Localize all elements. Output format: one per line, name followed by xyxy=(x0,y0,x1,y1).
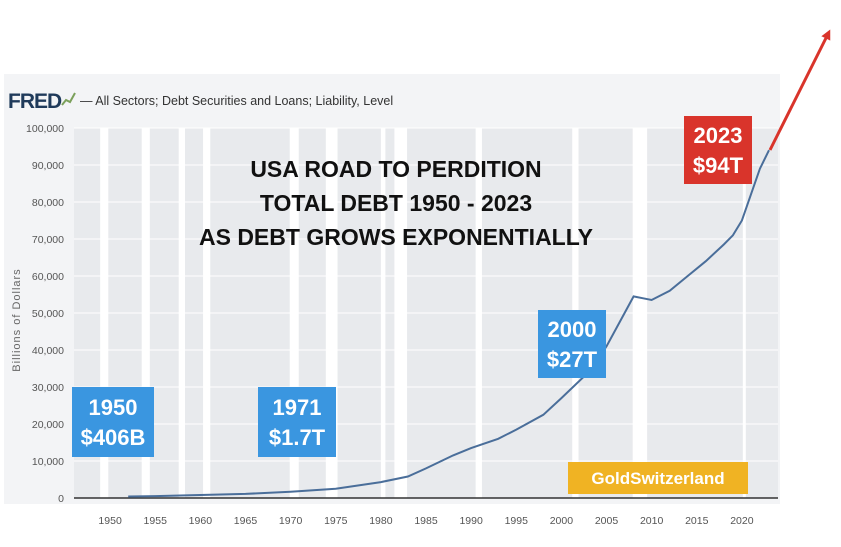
callout-2023-year: 2023 xyxy=(694,123,743,148)
callout-2000-year: 2000 xyxy=(548,317,597,342)
x-tick-label: 1985 xyxy=(414,515,438,527)
y-tick-label: 30,000 xyxy=(32,382,64,394)
callout-2023-value: $94T xyxy=(693,153,744,178)
brand-badge: GoldSwitzerland xyxy=(568,462,748,494)
x-tick-label: 2005 xyxy=(595,515,619,527)
y-tick-label: 40,000 xyxy=(32,345,64,357)
callout-2000-value: $27T xyxy=(547,347,598,372)
callout-1971: 1971 $1.7T xyxy=(258,387,336,457)
x-tick-label: 1960 xyxy=(189,515,213,527)
brand-label: GoldSwitzerland xyxy=(591,469,724,488)
headline-line-1: USA ROAD TO PERDITION xyxy=(250,156,541,182)
x-tick-label: 1975 xyxy=(324,515,348,527)
y-tick-label: 0 xyxy=(58,493,64,505)
x-tick-label: 2015 xyxy=(685,515,709,527)
y-tick-label: 20,000 xyxy=(32,419,64,431)
callout-2023: 2023 $94T xyxy=(684,116,752,184)
x-tick-label: 2010 xyxy=(640,515,664,527)
y-tick-label: 50,000 xyxy=(32,308,64,320)
callout-1971-year: 1971 xyxy=(273,395,322,420)
x-tick-label: 1990 xyxy=(459,515,483,527)
x-tick-label: 1955 xyxy=(144,515,168,527)
y-tick-label: 60,000 xyxy=(32,271,64,283)
exponential-arrow-icon xyxy=(768,29,831,151)
callout-2000: 2000 $27T xyxy=(538,310,606,378)
x-tick-label: 1995 xyxy=(505,515,529,527)
x-tick-label: 2020 xyxy=(730,515,754,527)
y-axis-ticks: 0 10,000 20,000 30,000 40,000 50,000 60,000 70,… xyxy=(26,123,64,505)
callout-1950-value: $406B xyxy=(81,425,146,450)
fred-logo: FRED xyxy=(8,90,62,113)
series-line-total-debt xyxy=(128,149,770,498)
y-tick-label: 90,000 xyxy=(32,160,64,172)
x-tick-label: 1950 xyxy=(98,515,122,527)
gridlines xyxy=(74,127,778,499)
y-tick-label: 10,000 xyxy=(32,456,64,468)
callout-1950: 1950 $406B xyxy=(72,387,154,457)
series-label: — All Sectors; Debt Securities and Loans… xyxy=(80,94,393,108)
x-tick-label: 2000 xyxy=(550,515,574,527)
x-axis-ticks: 1950 1955 1960 1965 1970 1975 1980 1985 1990 1995… xyxy=(98,515,753,527)
fred-logo-graph-icon xyxy=(61,92,76,106)
y-tick-label: 100,000 xyxy=(26,123,64,135)
x-tick-label: 1965 xyxy=(234,515,258,527)
y-tick-label: 80,000 xyxy=(32,197,64,209)
y-axis-label: Billions of Dollars xyxy=(11,268,23,371)
callout-1971-value: $1.7T xyxy=(269,425,326,450)
callout-1950-year: 1950 xyxy=(89,395,138,420)
y-tick-label: 70,000 xyxy=(32,234,64,246)
x-tick-label: 1970 xyxy=(279,515,303,527)
headline-line-2: TOTAL DEBT 1950 - 2023 xyxy=(260,190,532,216)
x-tick-label: 1980 xyxy=(369,515,393,527)
headline-line-3: AS DEBT GROWS EXPONENTIALLY xyxy=(199,224,593,250)
